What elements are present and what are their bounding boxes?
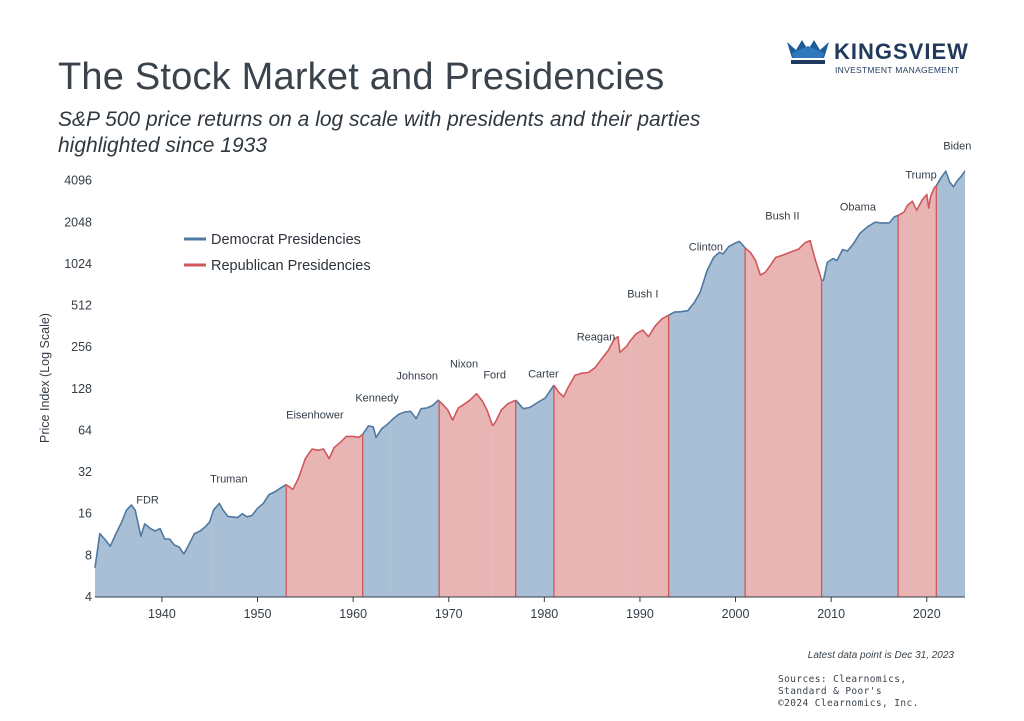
chart-axes: 1940 1950 1960 1970 1980 1990 2000 2010 2020 4 8 16… bbox=[38, 174, 965, 621]
president-label: Kennedy bbox=[355, 392, 399, 404]
president-label: Reagan bbox=[577, 332, 616, 344]
subtitle-line-1: S&P 500 price returns on a log scale wit… bbox=[58, 108, 701, 131]
index-line-carter bbox=[515, 384, 555, 410]
y-tick-label: 1024 bbox=[64, 257, 92, 271]
y-tick-label: 128 bbox=[71, 382, 92, 396]
x-tick-label: 1950 bbox=[244, 607, 272, 621]
index-line-bush-i bbox=[629, 314, 669, 342]
presidency-area-bush-i bbox=[630, 315, 669, 597]
president-labels: FDR Truman Eisenhower Kennedy Johnson Nixon Fo… bbox=[136, 140, 971, 506]
index-line-fdr bbox=[94, 504, 214, 568]
presidency-area-ford bbox=[492, 400, 516, 597]
y-tick-label: 256 bbox=[71, 340, 92, 354]
latest-data-note: Latest data point is Dec 31, 2023 bbox=[807, 650, 954, 661]
y-tick-label: 4 bbox=[85, 590, 92, 604]
y-tick-label: 32 bbox=[78, 465, 92, 479]
president-label: Carter bbox=[528, 368, 559, 380]
legend-label-republican: Republican Presidencies bbox=[211, 258, 371, 274]
x-tick-label: 1940 bbox=[148, 607, 176, 621]
index-line-truman bbox=[211, 483, 287, 519]
president-label: Bush I bbox=[627, 289, 658, 301]
index-line-eisenhower bbox=[285, 433, 364, 491]
y-tick-label: 16 bbox=[78, 507, 92, 521]
sources-note: Sources: Clearnomics, Standard & Poor's … bbox=[778, 674, 978, 710]
x-tick-label: 1970 bbox=[435, 607, 463, 621]
x-tick-label: 2000 bbox=[722, 607, 750, 621]
y-tick-label: 8 bbox=[85, 548, 92, 562]
index-line-biden bbox=[935, 170, 966, 188]
president-label: FDR bbox=[136, 494, 159, 506]
presidency-area-trump bbox=[898, 185, 937, 598]
presidency-area-eisenhower bbox=[286, 434, 363, 597]
index-line-kennedy bbox=[362, 420, 391, 439]
index-line-bush-ii bbox=[744, 239, 823, 281]
term-dividers bbox=[285, 185, 937, 597]
presidency-area-fdr bbox=[95, 505, 213, 597]
index-line-johnson bbox=[389, 399, 440, 422]
index-line-obama bbox=[821, 214, 899, 282]
company-logo: KINGSVIEW INVESTMENT MANAGEMENT bbox=[787, 38, 969, 78]
presidency-area-reagan bbox=[553, 336, 631, 597]
chart-legend: Democrat Presidencies Republican Presiden… bbox=[184, 232, 371, 274]
president-label: Truman bbox=[210, 473, 248, 485]
y-tick-label: 64 bbox=[78, 423, 92, 437]
source-line: Standard & Poor's bbox=[778, 686, 883, 697]
presidency-area-obama bbox=[821, 215, 899, 598]
x-tick-label: 1980 bbox=[530, 607, 558, 621]
presidency-area-carter bbox=[515, 385, 554, 597]
index-line-reagan bbox=[553, 335, 632, 398]
presidency-area-truman bbox=[212, 484, 287, 597]
index-lines bbox=[94, 170, 966, 568]
y-tick-label: 4096 bbox=[64, 174, 92, 188]
president-label: Bush II bbox=[765, 210, 799, 222]
copyright-line: ©2024 Clearnomics, Inc. bbox=[778, 698, 919, 709]
index-line-clinton bbox=[668, 240, 746, 316]
presidency-area-kennedy bbox=[362, 421, 391, 597]
subtitle-line-2: highlighted since 1933 bbox=[58, 134, 267, 157]
president-label: Clinton bbox=[689, 242, 723, 254]
president-label: Eisenhower bbox=[286, 410, 344, 422]
y-axis-label: Price Index (Log Scale) bbox=[38, 313, 52, 443]
logo-wordmark: KINGSVIEW bbox=[834, 39, 969, 64]
y-tick-label: 2048 bbox=[64, 215, 92, 229]
president-label: Ford bbox=[483, 370, 506, 382]
presidency-area-clinton bbox=[668, 241, 746, 597]
x-tick-label: 2020 bbox=[913, 607, 941, 621]
legend-label-democrat: Democrat Presidencies bbox=[211, 232, 361, 248]
source-line: Sources: Clearnomics, bbox=[778, 674, 907, 685]
presidency-area-biden bbox=[936, 171, 965, 597]
presidency-areas bbox=[95, 171, 965, 598]
president-label: Nixon bbox=[450, 359, 478, 371]
president-label: Biden bbox=[943, 140, 971, 152]
page-title: The Stock Market and Presidencies bbox=[58, 56, 665, 98]
logo-tagline: INVESTMENT MANAGEMENT bbox=[835, 65, 960, 75]
presidency-area-bush-ii bbox=[745, 240, 822, 597]
president-label: Johnson bbox=[396, 370, 438, 382]
x-tick-label: 1960 bbox=[339, 607, 367, 621]
index-line-nixon bbox=[438, 392, 494, 427]
page-subtitle: S&P 500 price returns on a log scale wit… bbox=[58, 107, 778, 159]
y-tick-label: 512 bbox=[71, 299, 92, 313]
presidency-area-nixon bbox=[439, 393, 493, 597]
x-tick-label: 1990 bbox=[626, 607, 654, 621]
index-line-ford bbox=[492, 399, 517, 427]
index-line-trump bbox=[897, 185, 937, 217]
crown-logo-icon bbox=[787, 40, 829, 64]
president-label: Trump bbox=[905, 169, 936, 181]
x-tick-label: 2010 bbox=[817, 607, 845, 621]
president-label: Obama bbox=[840, 202, 877, 214]
presidency-area-johnson bbox=[390, 400, 440, 597]
